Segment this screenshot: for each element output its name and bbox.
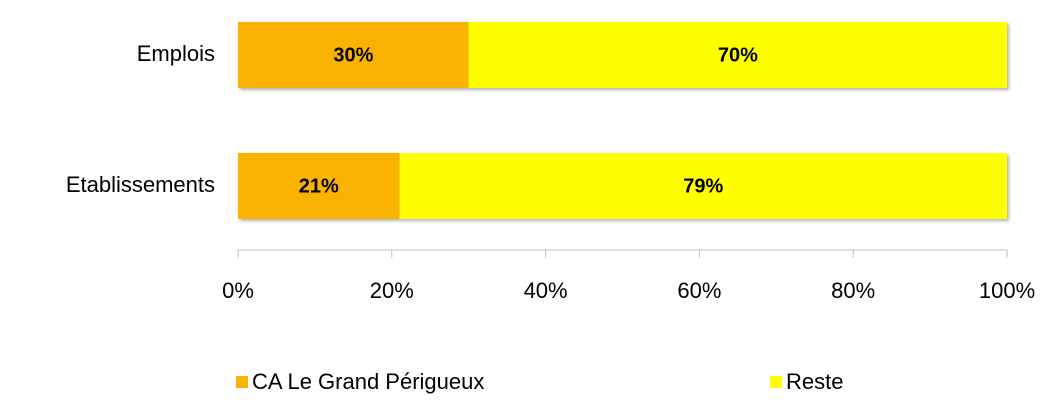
x-tick-label: 20% <box>370 278 414 303</box>
x-tick-label: 40% <box>524 278 568 303</box>
legend-label: Reste <box>786 369 843 394</box>
category-label: Etablissements <box>66 172 215 197</box>
legend-swatch <box>236 376 248 388</box>
value-label: 79% <box>683 175 723 197</box>
legend-label: CA Le Grand Périgueux <box>252 369 484 394</box>
bar-segment <box>399 153 1007 219</box>
x-tick-label: 80% <box>831 278 875 303</box>
x-tick-label: 60% <box>677 278 721 303</box>
x-tick-label: 100% <box>979 278 1035 303</box>
bar-segment <box>238 22 469 88</box>
value-label: 21% <box>299 175 339 197</box>
legend-swatch <box>770 376 782 388</box>
bar-segment <box>238 153 400 219</box>
value-label: 70% <box>718 44 758 66</box>
value-label: 30% <box>333 44 373 66</box>
bar-segment <box>468 22 1007 88</box>
x-tick-label: 0% <box>222 278 254 303</box>
category-label: Emplois <box>137 41 215 66</box>
